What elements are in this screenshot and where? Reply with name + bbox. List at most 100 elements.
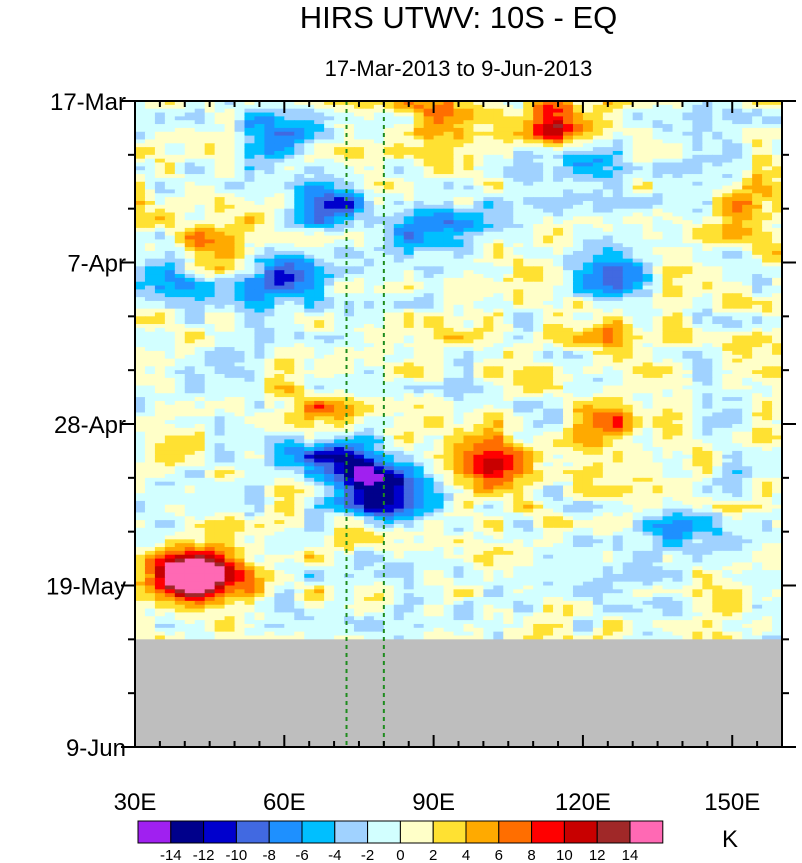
heatmap-cell <box>722 243 733 248</box>
heatmap-cell <box>244 293 256 298</box>
heatmap-cell <box>244 258 256 264</box>
heatmap-cell <box>533 312 544 317</box>
heatmap-cell <box>483 227 494 233</box>
heatmap-cell <box>523 204 534 210</box>
heatmap-cell <box>433 239 445 244</box>
heatmap-cell <box>224 127 236 133</box>
heatmap-cell <box>463 270 475 275</box>
heatmap-cell <box>154 181 166 187</box>
heatmap-cell <box>294 277 305 283</box>
heatmap-cell <box>373 235 385 241</box>
heatmap-cell <box>413 239 425 244</box>
heatmap-cell <box>174 220 186 225</box>
heatmap-cell <box>742 147 753 152</box>
heatmap-cell <box>204 143 216 148</box>
heatmap-cell <box>742 212 753 217</box>
heatmap-cell <box>752 350 763 356</box>
heatmap-cell <box>254 312 265 317</box>
heatmap-cell <box>453 227 465 233</box>
heatmap-cell <box>154 108 166 114</box>
heatmap-cell <box>433 262 445 267</box>
heatmap-cell <box>702 258 713 264</box>
heatmap-cell <box>304 247 315 252</box>
heatmap-cell <box>344 127 355 133</box>
heatmap-cell <box>463 389 475 394</box>
heatmap-cell <box>513 104 524 110</box>
heatmap-cell <box>423 293 435 298</box>
heatmap-cell <box>632 131 644 137</box>
heatmap-cell <box>742 158 753 164</box>
heatmap-cell <box>563 185 574 191</box>
heatmap-cell <box>353 220 365 225</box>
heatmap-cell <box>513 185 524 191</box>
heatmap-cell <box>602 381 614 387</box>
heatmap-cell <box>762 316 773 321</box>
heatmap-cell <box>572 127 584 133</box>
heatmap-cell <box>592 235 604 241</box>
heatmap-cell <box>642 235 654 241</box>
heatmap-cell <box>712 362 723 367</box>
heatmap-cell <box>752 250 763 256</box>
heatmap-cell <box>602 200 614 206</box>
heatmap-cell <box>682 262 694 267</box>
heatmap-cell <box>563 216 574 221</box>
heatmap-cell <box>473 343 484 348</box>
heatmap-cell <box>353 193 365 198</box>
heatmap-cell <box>692 143 703 148</box>
heatmap-cell <box>742 377 753 383</box>
heatmap-cell <box>453 335 465 341</box>
heatmap-cell <box>254 116 265 121</box>
heatmap-cell <box>513 393 524 398</box>
heatmap-cell <box>204 104 216 110</box>
heatmap-cell <box>652 247 664 252</box>
heatmap-cell <box>164 166 176 171</box>
heatmap-cell <box>344 216 355 221</box>
heatmap-cell <box>135 254 146 260</box>
heatmap-cell <box>284 104 295 110</box>
heatmap-cell <box>453 150 465 156</box>
heatmap-cell <box>363 347 375 352</box>
heatmap-cell <box>752 339 763 344</box>
heatmap-cell <box>353 177 365 183</box>
heatmap-cell <box>712 104 723 110</box>
heatmap-cell <box>204 297 216 302</box>
heatmap-cell <box>324 127 335 133</box>
heatmap-cell <box>732 350 743 356</box>
heatmap-cell <box>702 239 713 244</box>
heatmap-cell <box>234 131 246 137</box>
heatmap-cell <box>772 139 783 144</box>
heatmap-cell <box>433 243 445 248</box>
heatmap-cell <box>353 243 365 248</box>
heatmap-cell <box>712 297 723 302</box>
heatmap-cell <box>433 258 445 264</box>
heatmap-cell <box>702 316 713 321</box>
heatmap-cell <box>324 124 335 129</box>
heatmap-cell <box>144 270 156 275</box>
heatmap-cell <box>284 250 295 256</box>
heatmap-cell <box>533 166 544 171</box>
heatmap-cell <box>672 331 684 337</box>
heatmap-cell <box>722 297 733 302</box>
heatmap-cell <box>403 266 415 271</box>
heatmap-cell <box>523 389 534 394</box>
heatmap-cell <box>204 174 216 179</box>
heatmap-cell <box>294 347 305 352</box>
heatmap-cell <box>513 350 524 356</box>
heatmap-cell <box>493 143 504 148</box>
heatmap-cell <box>463 377 475 383</box>
heatmap-cell <box>523 239 534 244</box>
heatmap-cell <box>244 343 256 348</box>
heatmap-cell <box>453 327 465 333</box>
heatmap-cell <box>642 385 654 390</box>
heatmap-cell <box>602 170 614 175</box>
heatmap-cell <box>682 250 694 256</box>
heatmap-cell <box>393 174 405 179</box>
heatmap-cell <box>702 343 713 348</box>
heatmap-cell <box>344 254 355 260</box>
heatmap-cell <box>363 216 375 221</box>
heatmap-cell <box>493 274 504 279</box>
heatmap-cell <box>712 374 723 379</box>
heatmap-cell <box>762 189 773 194</box>
heatmap-cell <box>353 285 365 291</box>
heatmap-cell <box>264 354 275 360</box>
